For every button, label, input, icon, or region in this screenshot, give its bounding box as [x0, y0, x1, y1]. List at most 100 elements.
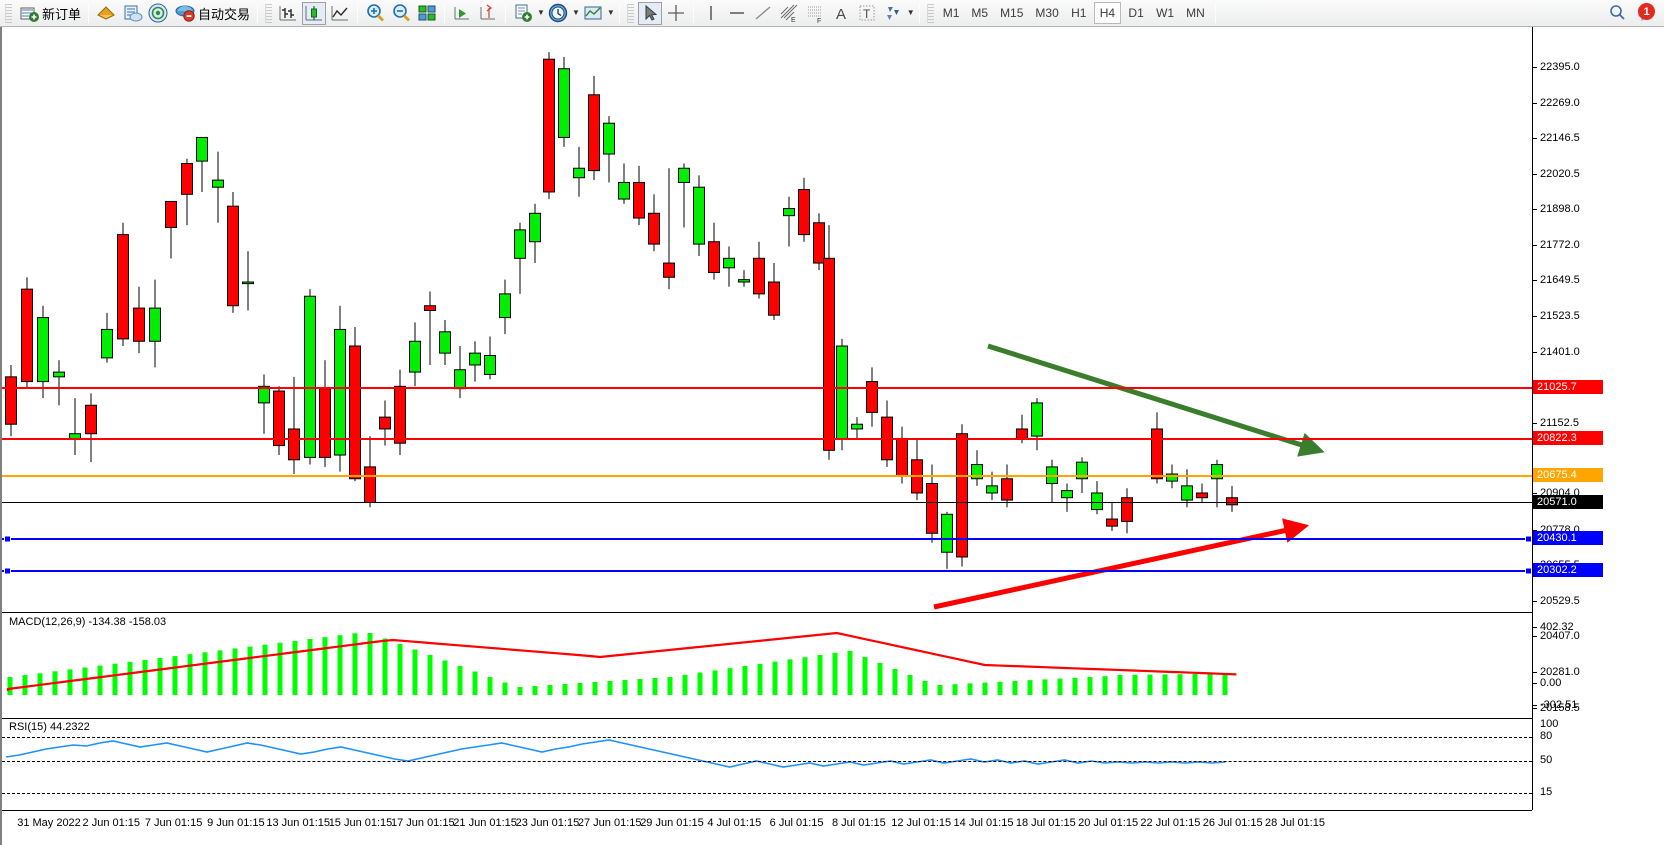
toolbar-grip-4[interactable] — [926, 3, 934, 23]
candlestick-chart-icon — [303, 2, 325, 24]
price-level-line-last-price[interactable] — [2, 502, 1532, 503]
timeframe-m30[interactable]: M30 — [1035, 6, 1059, 20]
price-axis-label: 20529.5 — [1540, 595, 1580, 607]
alerts-icon[interactable]: 1 — [1636, 2, 1658, 24]
timeframe-m5[interactable]: M5 — [971, 6, 989, 20]
macd-axis-tick — [1533, 683, 1537, 684]
templates-dropdown-arrow[interactable]: ▼ — [606, 8, 615, 17]
bar-chart-button[interactable] — [276, 2, 300, 25]
text-label-button[interactable]: A — [829, 2, 853, 25]
new-order-icon — [18, 2, 40, 24]
period-button[interactable] — [546, 2, 570, 25]
time-axis-label: 23 Jun 01:15 — [515, 817, 580, 829]
horizontal-line-button[interactable] — [725, 2, 749, 25]
charts-tile-button[interactable] — [415, 2, 439, 25]
price-level-line-support[interactable] — [2, 570, 1532, 572]
rsi-axis-label: 15 — [1540, 786, 1553, 798]
price-level-line-resistance[interactable] — [2, 438, 1532, 440]
autotrading-button[interactable]: 自动交易 — [171, 1, 253, 25]
chart-container[interactable]: HK50-,H4 20527.0 20639.0 20527.0 20571.0… — [0, 27, 1664, 845]
elliott-wave-icon: E — [778, 2, 800, 24]
macd-axis-tick — [1533, 705, 1537, 706]
cursor-icon — [639, 2, 661, 24]
expert-advisors-button[interactable] — [94, 2, 118, 25]
toolbar-separator-8 — [918, 3, 920, 23]
price-axis-tick — [1533, 352, 1537, 353]
timeframe-mn[interactable]: MN — [1186, 6, 1205, 20]
price-level-handle[interactable] — [4, 535, 11, 543]
elliott-wave-button[interactable]: E — [777, 2, 801, 25]
rsi-level-line-50 — [2, 761, 1532, 762]
signals-icon — [147, 2, 169, 24]
price-level-chip-pivot[interactable]: 20675.4 — [1533, 468, 1603, 482]
cursor-button[interactable] — [637, 1, 662, 25]
price-level-chip-support[interactable]: 20430.1 — [1533, 531, 1603, 545]
text-button[interactable]: T — [855, 2, 879, 25]
chart-shift-button[interactable] — [476, 2, 500, 25]
toolbar-grip[interactable] — [5, 3, 12, 23]
time-axis: 31 May 2022 2 Jun 01:15 7 Jun 01:15 9 Jun 0… — [2, 810, 1532, 845]
time-axis-label: 4 Jul 01:15 — [707, 817, 762, 829]
fibonacci-button[interactable]: F — [803, 2, 827, 25]
price-level-line-support[interactable] — [2, 538, 1532, 540]
data-window-button[interactable] — [120, 2, 144, 25]
time-axis-label: 20 Jul 01:15 — [1078, 817, 1139, 829]
timeframe-h1[interactable]: H1 — [1071, 6, 1087, 20]
toolbar-grip-2[interactable] — [265, 3, 273, 23]
price-level-handle[interactable] — [1525, 567, 1532, 575]
candlestick-chart-button[interactable] — [302, 1, 327, 25]
price-level-handle[interactable] — [4, 567, 11, 575]
toolbar-separator-3 — [357, 3, 359, 23]
timeframe-d1[interactable]: D1 — [1128, 6, 1144, 20]
rsi-pane[interactable] — [2, 718, 1532, 810]
shapes-button[interactable] — [881, 2, 905, 25]
price-level-chip-support[interactable]: 20302.2 — [1533, 563, 1603, 577]
period-dropdown-arrow[interactable]: ▼ — [571, 8, 580, 17]
shapes-dropdown-arrow[interactable]: ▼ — [906, 8, 915, 17]
autoscroll-button[interactable] — [450, 2, 474, 25]
price-axis-tick — [1533, 103, 1537, 104]
price-level-chip-resistance[interactable]: 20822.3 — [1533, 431, 1603, 445]
svg-text:T: T — [863, 7, 871, 21]
trendline-icon — [752, 2, 774, 24]
line-chart-button[interactable] — [328, 2, 352, 25]
signals-button[interactable] — [146, 2, 170, 25]
price-pane[interactable] — [2, 27, 1532, 610]
timeframe-m15[interactable]: M15 — [1000, 6, 1024, 20]
up-trend-arrow[interactable] — [933, 518, 1310, 610]
indicators-dropdown-arrow[interactable]: ▼ — [537, 8, 545, 17]
zoom-in-button[interactable] — [363, 2, 387, 25]
clock-icon — [547, 2, 569, 24]
fibonacci-icon: F — [804, 2, 826, 24]
price-level-chip-last-price[interactable]: 20571.0 — [1533, 495, 1603, 509]
timeframe-m1[interactable]: M1 — [942, 6, 960, 20]
time-axis-label: 7 Jun 01:15 — [144, 817, 203, 829]
line-chart-icon — [329, 2, 351, 24]
indicators-button[interactable] — [511, 2, 535, 25]
price-level-handle[interactable] — [1525, 535, 1532, 543]
templates-button[interactable] — [581, 2, 605, 25]
price-axis-label: 21772.0 — [1540, 239, 1580, 251]
autotrading-icon — [174, 2, 196, 24]
macd-pane[interactable] — [2, 612, 1532, 717]
price-axis-label: 22146.5 — [1540, 132, 1580, 144]
price-level-chip-resistance[interactable]: 21025.7 — [1533, 380, 1603, 394]
search-icon[interactable] — [1606, 2, 1628, 24]
toolbar-grip-3[interactable] — [626, 3, 634, 23]
price-axis-tick — [1533, 423, 1537, 424]
crosshair-button[interactable] — [664, 2, 688, 25]
timeframe-w1[interactable]: W1 — [1156, 6, 1175, 20]
toolbar-separator-2 — [257, 3, 259, 23]
timeframe-h4[interactable]: H4 — [1093, 2, 1122, 24]
down-trend-arrow[interactable] — [987, 343, 1325, 457]
zoom-out-icon — [390, 2, 412, 24]
time-axis-label: 17 Jun 01:15 — [390, 817, 455, 829]
macd-signal-line — [6, 631, 1237, 691]
trendline-button[interactable] — [751, 2, 775, 25]
vertical-line-button[interactable] — [699, 2, 723, 25]
price-level-line-resistance[interactable] — [2, 387, 1532, 389]
time-axis-label: 28 Jul 01:15 — [1265, 817, 1325, 829]
price-level-line-pivot[interactable] — [2, 475, 1532, 477]
zoom-out-button[interactable] — [389, 2, 413, 25]
new-order-button[interactable]: 新订单 — [15, 1, 84, 25]
